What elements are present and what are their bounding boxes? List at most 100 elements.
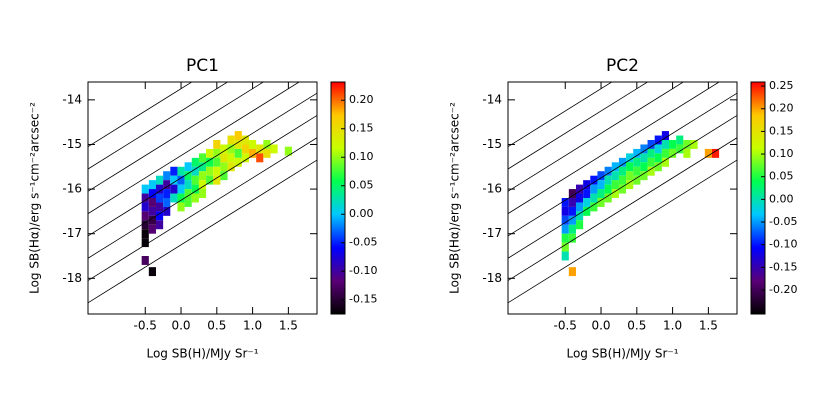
heat-cell (561, 233, 569, 243)
heat-cell (163, 180, 171, 190)
reference-line (88, 82, 265, 192)
heat-cell (561, 215, 569, 225)
heat-cell (676, 144, 684, 154)
heat-cell (198, 189, 207, 198)
heat-cell (669, 140, 677, 149)
colorbar-tick-label: 0.05 (349, 179, 374, 192)
heat-cell (633, 166, 641, 176)
heat-cell (177, 193, 185, 203)
heat-cell (141, 220, 149, 230)
heat-cell (234, 157, 242, 167)
heat-cell (583, 198, 591, 207)
heat-cell (604, 193, 612, 203)
heat-cell (170, 193, 178, 203)
heat-cell (669, 148, 677, 158)
heat-cell (263, 148, 271, 158)
heat-cell (234, 140, 242, 149)
heat-cell (583, 206, 591, 216)
heat-cell (604, 175, 612, 185)
heat-cell (633, 148, 641, 158)
heat-cell (647, 140, 655, 149)
colorbar-tick-label: 0.20 (769, 102, 794, 115)
colorbar-tick-label: 0.10 (349, 150, 374, 163)
x-tick-label: 0.0 (171, 319, 190, 333)
heat-cell (191, 184, 199, 194)
heat-cell (711, 148, 720, 158)
y-tick-label: -14 (62, 92, 82, 106)
heat-cell (683, 140, 691, 149)
colorbar-tick-label: 0.25 (769, 79, 794, 92)
heat-cell (141, 238, 149, 248)
heat-cell (590, 184, 598, 194)
colorbar-tick-label: -0.10 (349, 264, 377, 277)
y-axis-label: Log SB(Hα)/erg s⁻¹cm⁻²arcsec⁻² (448, 102, 462, 294)
colorbar-tick-label: 0.15 (769, 124, 794, 137)
heat-cell (191, 193, 199, 203)
heat-cell (647, 166, 655, 176)
heat-cell (597, 180, 605, 190)
heat-cell (256, 144, 264, 154)
heat-cell (561, 198, 569, 207)
heat-cell (597, 189, 605, 198)
heat-cell (206, 166, 214, 176)
y-tick-label: -15 (62, 137, 82, 151)
heat-cell (640, 162, 648, 172)
heat-cell (683, 148, 691, 158)
heat-cell (141, 193, 149, 203)
heat-cell (661, 148, 670, 158)
heat-cell (590, 175, 598, 185)
heat-cell (249, 140, 257, 149)
colorbar-tick-label: 0.05 (769, 170, 794, 183)
heat-cell (213, 175, 221, 185)
colorbar (330, 81, 346, 315)
heat-cell (561, 206, 569, 216)
heat-cell (227, 135, 235, 145)
heat-cell (654, 135, 662, 145)
y-axis-label: Log SB(Hα)/erg s⁻¹cm⁻²arcsec⁻² (28, 102, 42, 294)
heat-cell (198, 171, 207, 181)
colorbar-tick-label: 0.10 (769, 147, 794, 160)
heat-cell (148, 206, 156, 216)
heat-cell (170, 166, 178, 176)
heat-cell (568, 215, 576, 225)
heat-cell (611, 180, 619, 190)
heat-cell (213, 157, 221, 167)
colorbar-tick-label: -0.20 (769, 283, 797, 296)
heat-cell (155, 175, 164, 185)
reference-line (508, 115, 737, 259)
colorbar-tick-label: 0.00 (349, 207, 374, 220)
heat-cell (611, 162, 619, 172)
colorbar-tick-label: -0.10 (769, 238, 797, 251)
heat-cell (155, 193, 164, 203)
panel-title: PC2 (606, 56, 639, 76)
reference-line (508, 82, 685, 192)
heat-cell (155, 202, 164, 212)
heat-cell (241, 135, 250, 145)
heat-cell (220, 162, 228, 172)
x-axis-label: Log SB(H)/MJy Sr⁻¹ (146, 347, 258, 361)
heat-cell (618, 184, 627, 194)
heat-cell (575, 220, 584, 230)
reference-line (88, 137, 317, 281)
y-tick-label: -18 (482, 271, 502, 285)
colorbar-tick-label: -0.15 (769, 260, 797, 273)
heat-cell (163, 189, 171, 198)
panel: PC2 Log SB(H)/MJy Sr⁻¹ Log SB(Hα)/erg s⁻¹c… (448, 56, 798, 361)
heat-cell (163, 206, 171, 216)
heat-cell (177, 184, 185, 194)
heat-cell (148, 198, 156, 207)
reference-line (508, 92, 737, 237)
heat-cell (198, 180, 207, 190)
heat-cell (654, 144, 662, 154)
colorbar-tick-label: -0.05 (349, 236, 377, 249)
colorbar-tick-label: 0.15 (349, 122, 374, 135)
heat-cell (227, 162, 235, 172)
heat-cell (647, 157, 655, 167)
heat-cell (568, 233, 576, 243)
colorbar-tick-label: -0.05 (769, 215, 797, 228)
heat-cell (163, 171, 171, 181)
heat-cell (575, 202, 584, 212)
heat-cell (263, 140, 271, 149)
colorbar-tick-label: 0.20 (349, 93, 374, 106)
reference-line (88, 159, 317, 304)
